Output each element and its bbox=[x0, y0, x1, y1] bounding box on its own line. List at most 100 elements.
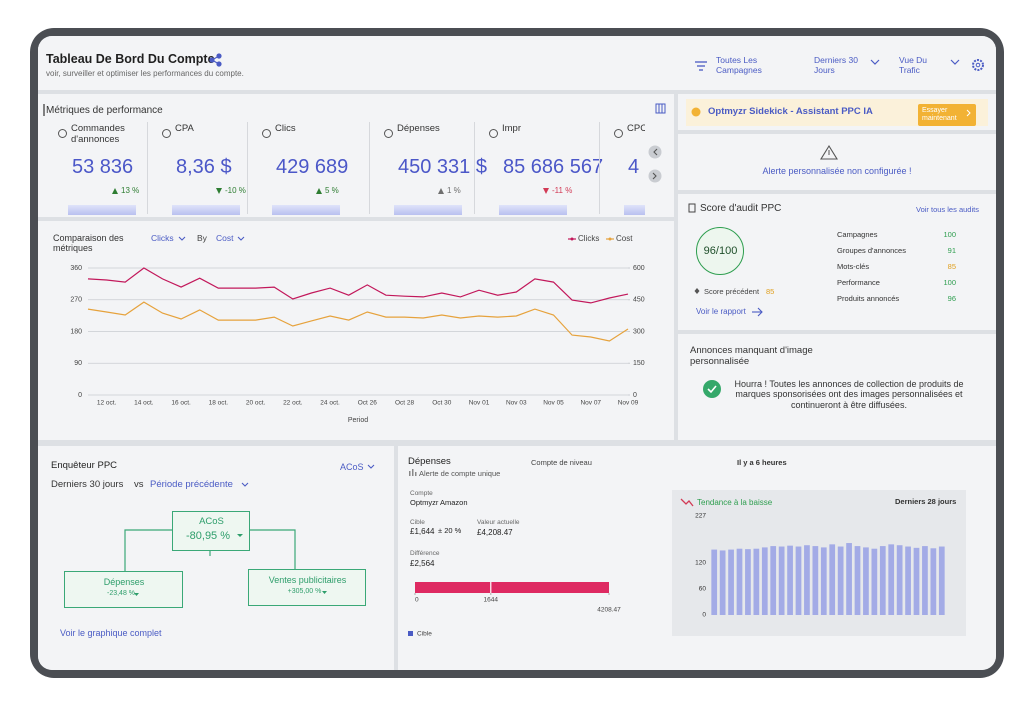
previous-score-label: Score précédent bbox=[704, 287, 760, 296]
card-divider bbox=[147, 122, 148, 214]
metric-card: Dépenses 450 331 $ 1 % bbox=[378, 122, 488, 216]
current: £4,208.47 bbox=[477, 528, 513, 537]
audit-item-score: 91 bbox=[947, 246, 956, 255]
spend-title: Dépenses bbox=[408, 456, 451, 467]
child-label: Ventes publicitaires bbox=[268, 575, 347, 585]
metric-cards: Commandes d'annonces 53 836 13 % CPA 8,36 $ -… bbox=[48, 122, 645, 216]
metric-icon bbox=[162, 129, 171, 138]
metric-change: 1 % bbox=[438, 186, 461, 195]
images-message: Hourra ! Toutes les annonces de collecti… bbox=[734, 379, 964, 410]
metric-label: Clics bbox=[275, 123, 296, 134]
comparison-panel bbox=[38, 221, 674, 440]
sidekick-title[interactable]: Optmyzr Sidekick - Assistant PPC IA bbox=[708, 106, 873, 117]
investigator-panel bbox=[38, 446, 394, 670]
audit-link[interactable]: Voir tous les audits bbox=[916, 205, 979, 214]
audit-item-score: 96 bbox=[947, 294, 956, 303]
investigator-metric[interactable]: ACoS bbox=[340, 462, 364, 472]
alert-text: Alerte personnalisée non configurée ! bbox=[762, 166, 912, 176]
by-label: By bbox=[197, 233, 207, 243]
images-title: Annonces manquant d'image personnalisée bbox=[690, 345, 813, 367]
metric-value: 53 836 bbox=[72, 156, 134, 178]
sparkline bbox=[624, 205, 645, 215]
trend-title: Tendance à la baisse bbox=[697, 498, 773, 507]
trend-arrow bbox=[216, 187, 222, 194]
trend-subtitle: Derniers 28 jours bbox=[895, 497, 957, 506]
change-text: 13 % bbox=[121, 186, 140, 195]
trend-arrow bbox=[543, 187, 549, 194]
trend-box bbox=[672, 490, 966, 636]
metric-label: CPA bbox=[175, 123, 194, 134]
current-label: Valeur actuelle bbox=[477, 519, 520, 526]
metric-value: 85 686 567 bbox=[503, 156, 604, 178]
change-text: 5 % bbox=[325, 186, 339, 195]
metric-value: 429 689 bbox=[276, 156, 349, 178]
difference-label: Différence bbox=[410, 550, 440, 557]
metric-icon bbox=[262, 129, 271, 138]
header-bar bbox=[38, 36, 996, 90]
metric-value: 4 bbox=[628, 156, 640, 178]
second-metric-select[interactable]: Cost bbox=[216, 233, 234, 243]
date-filter[interactable]: Derniers 30 Jours bbox=[814, 55, 858, 75]
trend-arrow bbox=[112, 187, 118, 194]
child-node[interactable] bbox=[64, 571, 183, 608]
card-divider bbox=[599, 122, 600, 214]
audit-item-label: Mots-clés bbox=[837, 262, 870, 271]
metric-value: 450 331 $ bbox=[398, 156, 487, 178]
sparkline bbox=[172, 205, 240, 215]
target-label: Cible bbox=[410, 519, 425, 526]
change-text: -11 % bbox=[552, 186, 573, 195]
comparison-title: Comparaison des métriques bbox=[53, 233, 124, 254]
vs-label: vs bbox=[134, 479, 144, 490]
page-title: Tableau De Bord Du Compte bbox=[46, 52, 215, 66]
metric-change: 13 % bbox=[112, 186, 139, 195]
sidekick-button-label[interactable]: Essayer maintenant bbox=[922, 107, 957, 123]
alert-type: Alerte de compte unique bbox=[419, 469, 501, 478]
sparkline bbox=[394, 205, 462, 215]
metric-value: 8,36 $ bbox=[176, 156, 232, 178]
account: Optmyzr Amazon bbox=[410, 498, 468, 507]
change-text: -10 % bbox=[225, 186, 246, 195]
full-chart-link[interactable]: Voir le graphique complet bbox=[60, 628, 162, 638]
audit-item-label: Groupes d'annonces bbox=[837, 246, 906, 255]
tolerance: ± 20 % bbox=[438, 526, 462, 535]
report-link[interactable]: Voir le rapport bbox=[696, 307, 746, 316]
comparison-period[interactable]: Période précédente bbox=[150, 479, 233, 490]
metric-label: Impr bbox=[502, 123, 521, 134]
metric-card: CPC 4 bbox=[608, 122, 645, 216]
metric-change: -11 % bbox=[543, 186, 572, 195]
traffic-filter[interactable]: Vue Du Trafic bbox=[899, 55, 928, 75]
metric-change: -10 % bbox=[216, 186, 246, 195]
level: Compte de niveau bbox=[531, 458, 592, 467]
audit-item-score: 100 bbox=[943, 230, 956, 239]
root-node[interactable] bbox=[172, 511, 250, 551]
card-divider bbox=[369, 122, 370, 214]
card-divider bbox=[247, 122, 248, 214]
campaign-filter[interactable]: Toutes Les Campagnes bbox=[716, 55, 762, 75]
metric-icon bbox=[489, 129, 498, 138]
audit-item-label: Produits annoncés bbox=[837, 294, 900, 303]
root-label: ACoS bbox=[199, 516, 224, 527]
audit-title: Score d'audit PPC bbox=[700, 203, 782, 214]
metric-label: CPC bbox=[627, 123, 645, 134]
metric-label: Dépenses bbox=[397, 123, 440, 134]
metric-select[interactable]: Clicks bbox=[151, 233, 174, 243]
sidekick-button[interactable] bbox=[918, 104, 976, 126]
sparkline bbox=[272, 205, 340, 215]
metric-change: 5 % bbox=[316, 186, 339, 195]
metric-label: Commandes d'annonces bbox=[71, 123, 125, 145]
metrics-title: Métriques de performance bbox=[46, 105, 163, 116]
trend-arrow bbox=[316, 187, 322, 194]
card-divider bbox=[474, 122, 475, 214]
audit-item-score: 85 bbox=[947, 262, 956, 271]
images-panel bbox=[678, 334, 996, 440]
audit-item-label: Performance bbox=[837, 278, 880, 287]
audit-score: 96/100 bbox=[703, 245, 738, 257]
child-label: Dépenses bbox=[103, 577, 145, 587]
audit-item-label: Campagnes bbox=[837, 230, 878, 239]
audit-score-ring bbox=[696, 227, 744, 275]
updated: Il y a 6 heures bbox=[737, 458, 787, 467]
child-node[interactable] bbox=[248, 569, 366, 606]
metric-icon bbox=[58, 129, 67, 138]
metric-icon bbox=[614, 129, 623, 138]
